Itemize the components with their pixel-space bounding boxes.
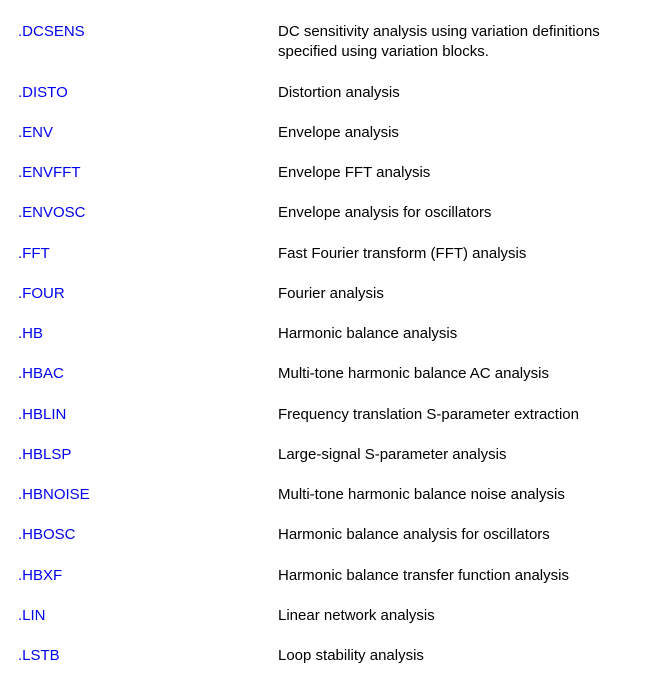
command-description: Fast Fourier transform (FFT) analysis	[278, 244, 645, 264]
list-item: .HBNOISEMulti-tone harmonic balance nois…	[18, 475, 645, 515]
analysis-list: .DCSENSDC sensitivity analysis using var…	[18, 12, 645, 676]
command-link[interactable]: .LIN	[18, 606, 278, 626]
command-link[interactable]: .HBAC	[18, 364, 278, 384]
command-link[interactable]: .HBXF	[18, 566, 278, 586]
command-description: Harmonic balance transfer function analy…	[278, 566, 645, 586]
command-description: Loop stability analysis	[278, 646, 645, 666]
command-link[interactable]: .FFT	[18, 244, 278, 264]
command-link[interactable]: .ENVOSC	[18, 203, 278, 223]
command-link[interactable]: .HBLSP	[18, 445, 278, 465]
command-link[interactable]: .HB	[18, 324, 278, 344]
command-link[interactable]: .ENVFFT	[18, 163, 278, 183]
command-link[interactable]: .FOUR	[18, 284, 278, 304]
list-item: .LINLinear network analysis	[18, 596, 645, 636]
list-item: .DCSENSDC sensitivity analysis using var…	[18, 12, 645, 73]
command-description: Distortion analysis	[278, 83, 645, 103]
list-item: .ENVOSCEnvelope analysis for oscillators	[18, 193, 645, 233]
command-description: Fourier analysis	[278, 284, 645, 304]
list-item: .HBLINFrequency translation S-parameter …	[18, 395, 645, 435]
command-description: Multi-tone harmonic balance AC analysis	[278, 364, 645, 384]
command-description: Envelope analysis	[278, 123, 645, 143]
list-item: .HBXFHarmonic balance transfer function …	[18, 556, 645, 596]
list-item: .FFTFast Fourier transform (FFT) analysi…	[18, 234, 645, 274]
list-item: .ENVEnvelope analysis	[18, 113, 645, 153]
command-description: Large-signal S-parameter analysis	[278, 445, 645, 465]
list-item: .DISTODistortion analysis	[18, 73, 645, 113]
list-item: .HBHarmonic balance analysis	[18, 314, 645, 354]
command-description: Envelope FFT analysis	[278, 163, 645, 183]
command-link[interactable]: .HBNOISE	[18, 485, 278, 505]
list-item: .HBOSCHarmonic balance analysis for osci…	[18, 515, 645, 555]
command-description: Frequency translation S-parameter extrac…	[278, 405, 645, 425]
command-link[interactable]: .DISTO	[18, 83, 278, 103]
list-item: .FOURFourier analysis	[18, 274, 645, 314]
list-item: .HBLSPLarge-signal S-parameter analysis	[18, 435, 645, 475]
list-item: .HBACMulti-tone harmonic balance AC anal…	[18, 354, 645, 394]
command-link[interactable]: .ENV	[18, 123, 278, 143]
command-description: Envelope analysis for oscillators	[278, 203, 645, 223]
command-link[interactable]: .LSTB	[18, 646, 278, 666]
command-link[interactable]: .HBOSC	[18, 525, 278, 545]
command-description: DC sensitivity analysis using variation …	[278, 22, 645, 63]
list-item: .ENVFFTEnvelope FFT analysis	[18, 153, 645, 193]
command-link[interactable]: .DCSENS	[18, 22, 278, 42]
list-item: .LSTBLoop stability analysis	[18, 636, 645, 676]
command-description: Harmonic balance analysis	[278, 324, 645, 344]
command-link[interactable]: .HBLIN	[18, 405, 278, 425]
command-description: Harmonic balance analysis for oscillator…	[278, 525, 645, 545]
command-description: Multi-tone harmonic balance noise analys…	[278, 485, 645, 505]
command-description: Linear network analysis	[278, 606, 645, 626]
